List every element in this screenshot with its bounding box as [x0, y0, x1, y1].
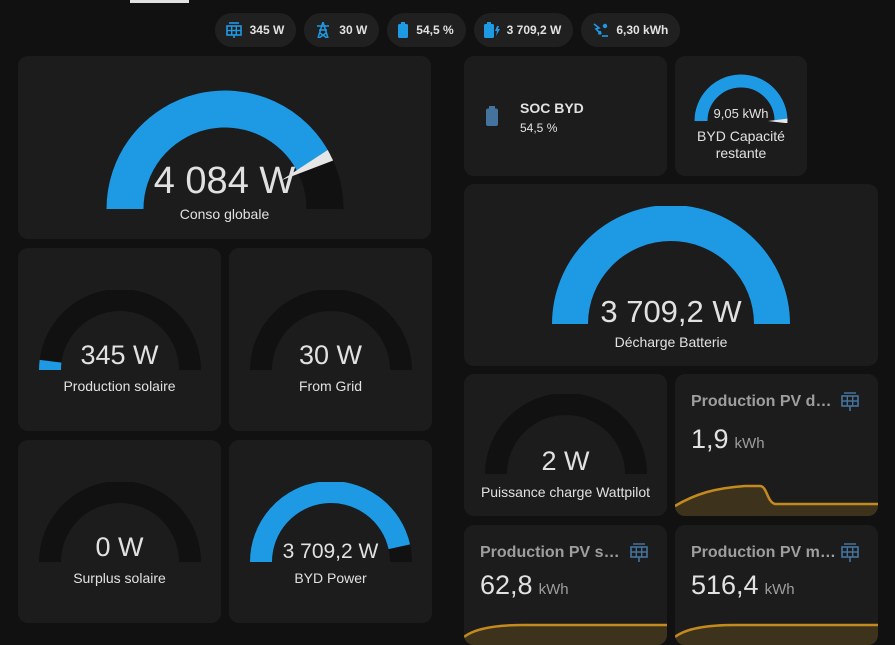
solar-panel-icon [841, 392, 859, 411]
gauge-from-grid [250, 290, 412, 371]
sensor-history-graph [675, 484, 878, 516]
gauge-value: 9,05 kWh [713, 106, 769, 121]
chip-value: 345 W [249, 23, 285, 37]
gauge-label: Conso globale [179, 206, 270, 222]
sensor-unit: kWh [734, 435, 765, 452]
gauge-track [39, 482, 201, 563]
sensor-value: 1,9 kWh [691, 424, 765, 455]
card-pv-semaine[interactable]: Production PV semaine 62,8 kWh [464, 525, 667, 645]
sensor-value: 516,4 kWh [691, 570, 795, 601]
chip-value: 54,5 % [416, 23, 454, 37]
gauge-needle [768, 118, 788, 123]
gauge-label: Surplus solaire [73, 570, 166, 586]
card-from-grid[interactable]: 30 W From Grid [229, 248, 432, 431]
gauge-production-solaire [39, 290, 201, 371]
chip-from-grid[interactable]: 30 W [304, 13, 380, 47]
card-pv-mois[interactable]: Production PV mois 516,4 kWh [675, 525, 878, 645]
gauge-value: 345 W [80, 340, 159, 370]
gauge-label-line2: restante [715, 145, 767, 161]
gauge-fill [39, 359, 62, 371]
chip-energy-day[interactable]: 6,30 kWh [581, 13, 681, 47]
gauge-decharge-batterie [552, 206, 790, 325]
gauge-value: 3 709,2 W [600, 294, 742, 329]
sensor-number: 62,8 [480, 570, 533, 600]
gauge-byd-power [250, 482, 412, 563]
sensor-title: Production PV du jour [691, 393, 841, 410]
gauge-surplus-solaire [39, 482, 201, 563]
sensor-number: 516,4 [691, 570, 759, 600]
solar-panel-icon [841, 543, 859, 562]
solar-power-icon [593, 23, 609, 37]
gauge-label: BYD Power [294, 570, 367, 586]
battery-icon [486, 106, 498, 126]
gauge-label-line1: BYD Capacité [697, 128, 785, 144]
gauge-fill [106, 90, 331, 210]
tile-name: SOC BYD [520, 100, 584, 116]
gauge-value: 4 084 W [153, 160, 296, 202]
gauge-label: Production solaire [63, 378, 176, 394]
card-byd-capacite[interactable]: 9,05 kWh BYD Capacité restante [675, 56, 807, 176]
gauge-value: 2 W [541, 446, 590, 476]
chip-soc[interactable]: 54,5 % [387, 13, 466, 47]
gauge-conso-globale [106, 90, 344, 210]
card-production-solaire[interactable]: 345 W Production solaire [18, 248, 221, 431]
gauge-fill [694, 74, 788, 122]
tile-state: 54,5 % [520, 121, 558, 135]
card-conso-globale[interactable]: 4 084 W Conso globale [18, 56, 431, 239]
summary-chips: 345 W 30 W 54,5 % 3 709,2 W 6,30 kWh [0, 13, 895, 47]
sensor-title: Production PV semaine [480, 544, 620, 561]
card-decharge-batterie[interactable]: 3 709,2 W Décharge Batterie [464, 184, 878, 366]
battery-icon [398, 22, 409, 38]
sensor-number: 1,9 [691, 424, 729, 454]
card-byd-power[interactable]: 3 709,2 W BYD Power [229, 440, 432, 623]
card-puissance-charge[interactable]: 2 W Puissance charge Wattpilot [464, 374, 667, 516]
solar-panel-icon [630, 543, 648, 562]
chip-value: 3 709,2 W [506, 23, 562, 37]
sensor-history-graph [675, 623, 878, 645]
gauge-value: 0 W [95, 532, 144, 562]
gauge-track [250, 290, 412, 371]
card-surplus-solaire[interactable]: 0 W Surplus solaire [18, 440, 221, 623]
gauge-puissance-charge [485, 394, 647, 475]
gauge-label: Puissance charge Wattpilot [480, 484, 651, 500]
sensor-unit: kWh [764, 581, 795, 598]
transmission-tower-icon [317, 22, 330, 38]
sensor-history-graph [464, 623, 667, 645]
chip-value: 30 W [339, 23, 368, 37]
solar-panel-icon [225, 22, 242, 38]
gauge-fill [552, 206, 790, 325]
sensor-value: 62,8 kWh [480, 570, 569, 601]
gauge-byd-capacite [694, 74, 788, 123]
battery-charging-icon [483, 22, 500, 38]
active-tab-indicator [130, 0, 189, 3]
gauge-label: From Grid [299, 378, 362, 394]
gauge-fill [250, 482, 411, 563]
gauge-track [39, 290, 201, 371]
card-soc-byd[interactable]: SOC BYD 54,5 % [464, 56, 667, 176]
gauge-value: 30 W [298, 340, 363, 370]
chip-value: 6,30 kWh [616, 23, 669, 37]
gauge-value: 3 709,2 W [282, 540, 379, 563]
sensor-title: Production PV mois [691, 544, 841, 561]
gauge-label: Décharge Batterie [614, 334, 728, 350]
chip-battery-power[interactable]: 3 709,2 W [473, 13, 574, 47]
gauge-needle [281, 149, 334, 181]
chip-production-solaire[interactable]: 345 W [214, 13, 297, 47]
sensor-unit: kWh [538, 581, 569, 598]
card-pv-jour[interactable]: Production PV du jour 1,9 kWh [675, 374, 878, 516]
gauge-track [485, 394, 647, 475]
